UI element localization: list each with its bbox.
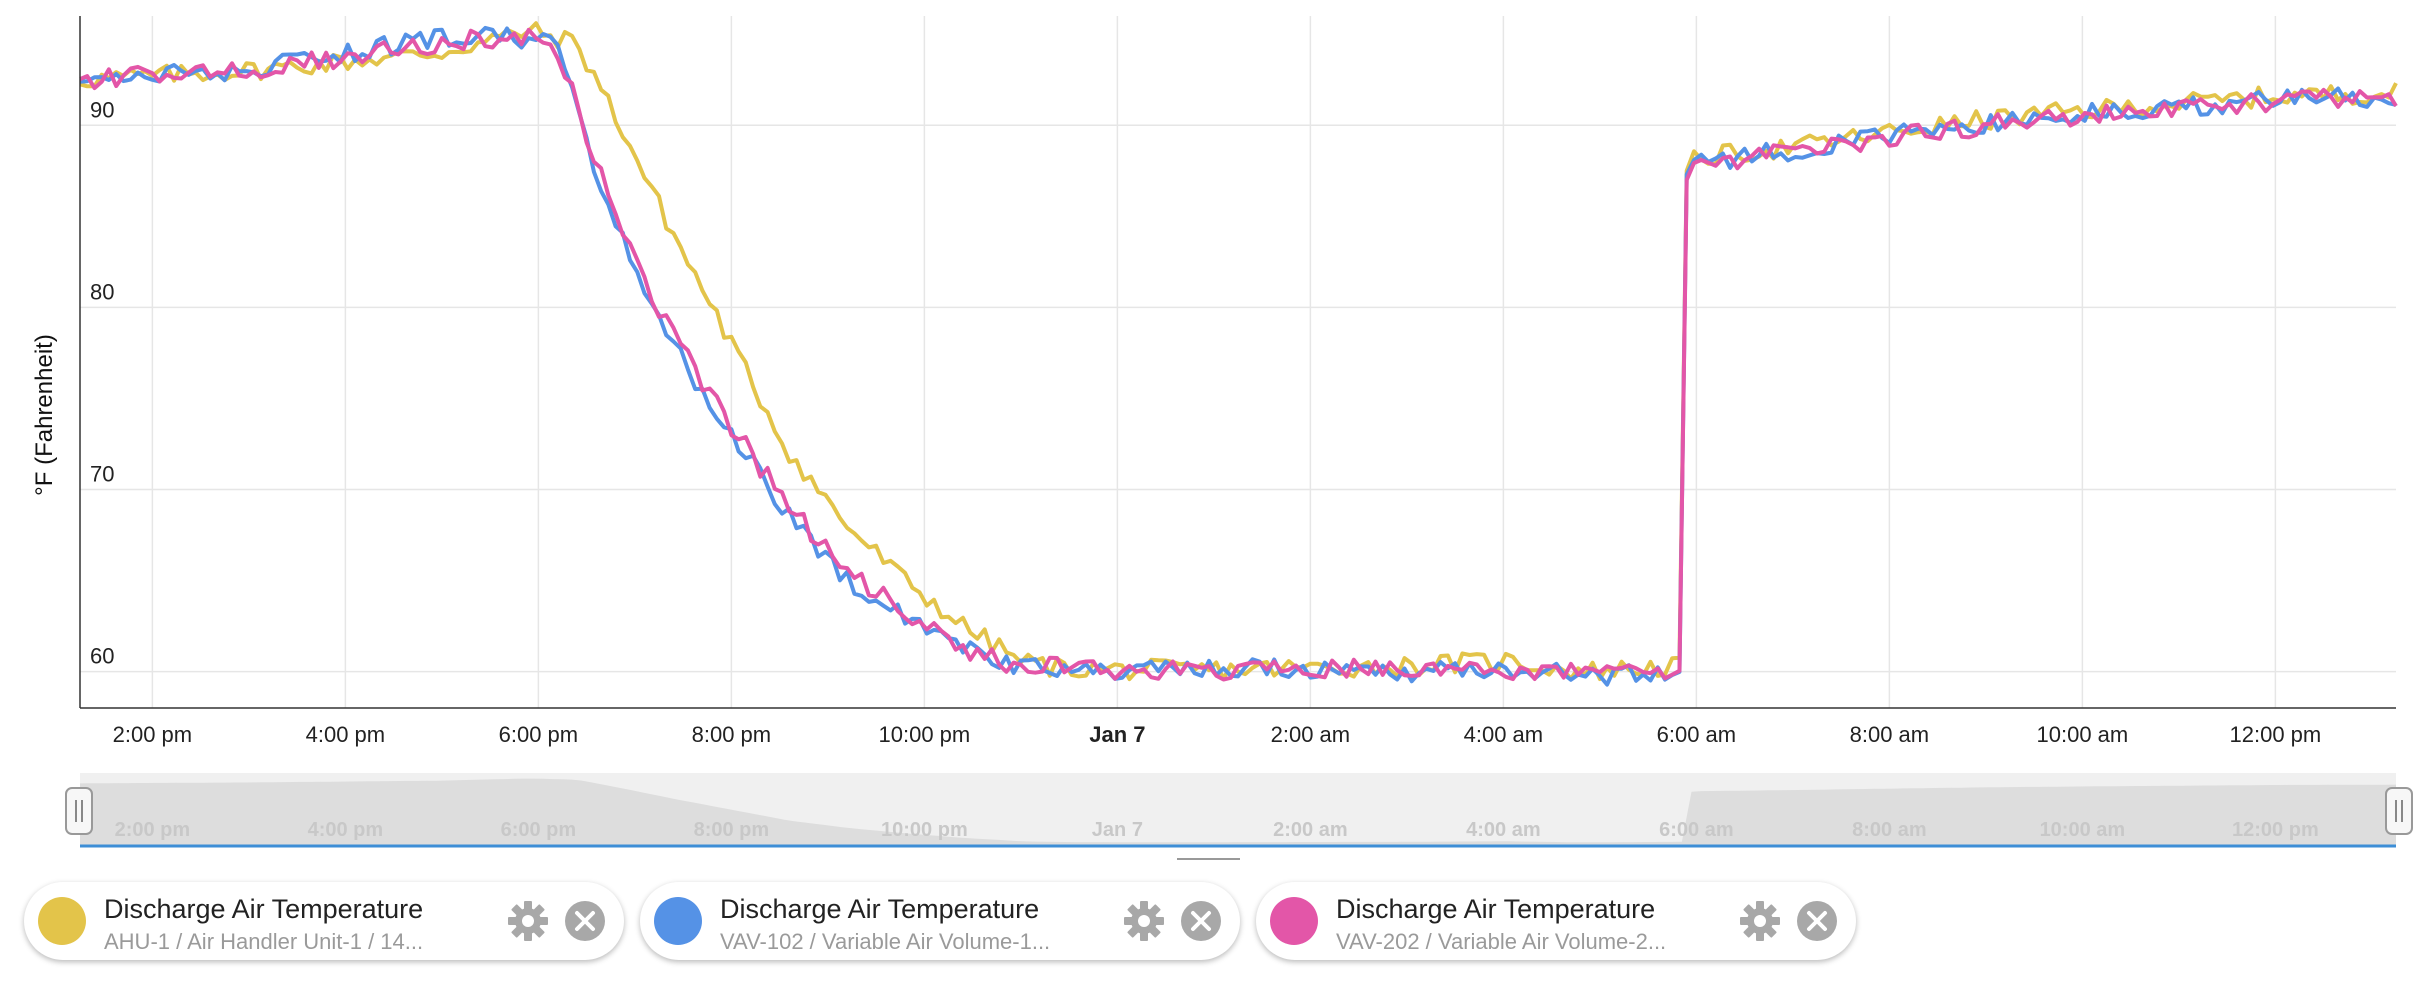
x-tick-label: 2:00 am [1271, 722, 1351, 747]
legend-item-vav-202[interactable]: Discharge Air Temperature VAV-202 / Vari… [1256, 882, 1856, 960]
close-icon[interactable] [1796, 900, 1838, 942]
x-tick-label: 8:00 pm [692, 722, 772, 747]
navigator-label: 10:00 pm [881, 819, 968, 841]
x-tick-label: 10:00 pm [879, 722, 971, 747]
navigator-label: 8:00 am [1852, 819, 1927, 841]
legend-item-ahu-1[interactable]: Discharge Air Temperature AHU-1 / Air Ha… [24, 882, 624, 960]
resize-grip[interactable] [1177, 858, 1240, 860]
y-axis-ticks: 60 70 80 90 [90, 97, 114, 668]
navigator-label: 4:00 pm [308, 819, 384, 841]
legend-item-vav-102[interactable]: Discharge Air Temperature VAV-102 / Vari… [640, 882, 1240, 960]
x-tick-label: 12:00 pm [2230, 722, 2322, 747]
series-lines [79, 21, 2398, 687]
legend-title: Discharge Air Temperature [720, 894, 1040, 924]
navigator-right-handle[interactable] [2385, 787, 2413, 835]
y-tick-label: 90 [90, 97, 114, 122]
x-tick-label: 4:00 pm [306, 722, 386, 747]
navigator-label: 10:00 am [2040, 819, 2126, 841]
y-tick-label: 70 [90, 461, 114, 486]
line-chart: 2:00 pm 4:00 pm 6:00 pm 8:00 pm 10:00 pm Jan … [31, 16, 2413, 860]
legend-subtitle: VAV-202 / Variable Air Volume-2... [1336, 929, 1667, 954]
x-tick-label: 2:00 pm [113, 722, 193, 747]
x-tick-label: 6:00 pm [499, 722, 579, 747]
series-line-2 [79, 25, 2397, 687]
legend-subtitle: AHU-1 / Air Handler Unit-1 / 14... [104, 929, 424, 954]
navigator-area [80, 778, 2396, 846]
x-tick-label: 6:00 am [1657, 722, 1737, 747]
navigator-label: Jan 7 [1092, 819, 1143, 841]
legend-subtitle: VAV-102 / Variable Air Volume-1... [720, 929, 1051, 954]
close-icon[interactable] [1180, 900, 1222, 942]
legend-bar: Discharge Air Temperature AHU-1 / Air Ha… [0, 860, 2416, 992]
legend-title: Discharge Air Temperature [1336, 894, 1656, 924]
navigator-label: 2:00 pm [115, 819, 191, 841]
x-tick-label: 4:00 am [1464, 722, 1544, 747]
series-line-1 [79, 21, 2398, 682]
navigator-label: 2:00 am [1273, 819, 1348, 841]
legend-color-swatch[interactable] [38, 897, 86, 945]
navigator-label: 4:00 am [1466, 819, 1541, 841]
y-tick-label: 60 [90, 644, 114, 669]
range-navigator[interactable]: 2:00 pm 4:00 pm 6:00 pm 8:00 pm 10:00 pm Jan … [65, 773, 2413, 848]
gear-icon[interactable] [1122, 899, 1166, 943]
series-line-3 [79, 27, 2398, 682]
x-tick-label: 8:00 am [1850, 722, 1930, 747]
legend-color-swatch[interactable] [1270, 897, 1318, 945]
x-axis-ticks: 2:00 pm 4:00 pm 6:00 pm 8:00 pm 10:00 pm Jan … [113, 722, 2322, 747]
axes [79, 16, 2396, 709]
y-tick-label: 80 [90, 279, 114, 304]
navigator-label: 6:00 am [1659, 819, 1734, 841]
navigator-labels: 2:00 pm 4:00 pm 6:00 pm 8:00 pm 10:00 pm Jan … [115, 819, 2319, 841]
x-tick-label: 10:00 am [2037, 722, 2129, 747]
legend-title: Discharge Air Temperature [104, 894, 424, 924]
y-axis-title: °F (Fahrenheit) [31, 334, 58, 496]
gear-icon[interactable] [506, 899, 550, 943]
close-icon[interactable] [564, 900, 606, 942]
legend-color-swatch[interactable] [654, 897, 702, 945]
navigator-label: 8:00 pm [694, 819, 770, 841]
navigator-left-handle[interactable] [65, 787, 93, 835]
gear-icon[interactable] [1738, 899, 1782, 943]
navigator-label: 12:00 pm [2232, 819, 2319, 841]
navigator-label: 6:00 pm [501, 819, 577, 841]
x-tick-label: Jan 7 [1089, 722, 1145, 747]
